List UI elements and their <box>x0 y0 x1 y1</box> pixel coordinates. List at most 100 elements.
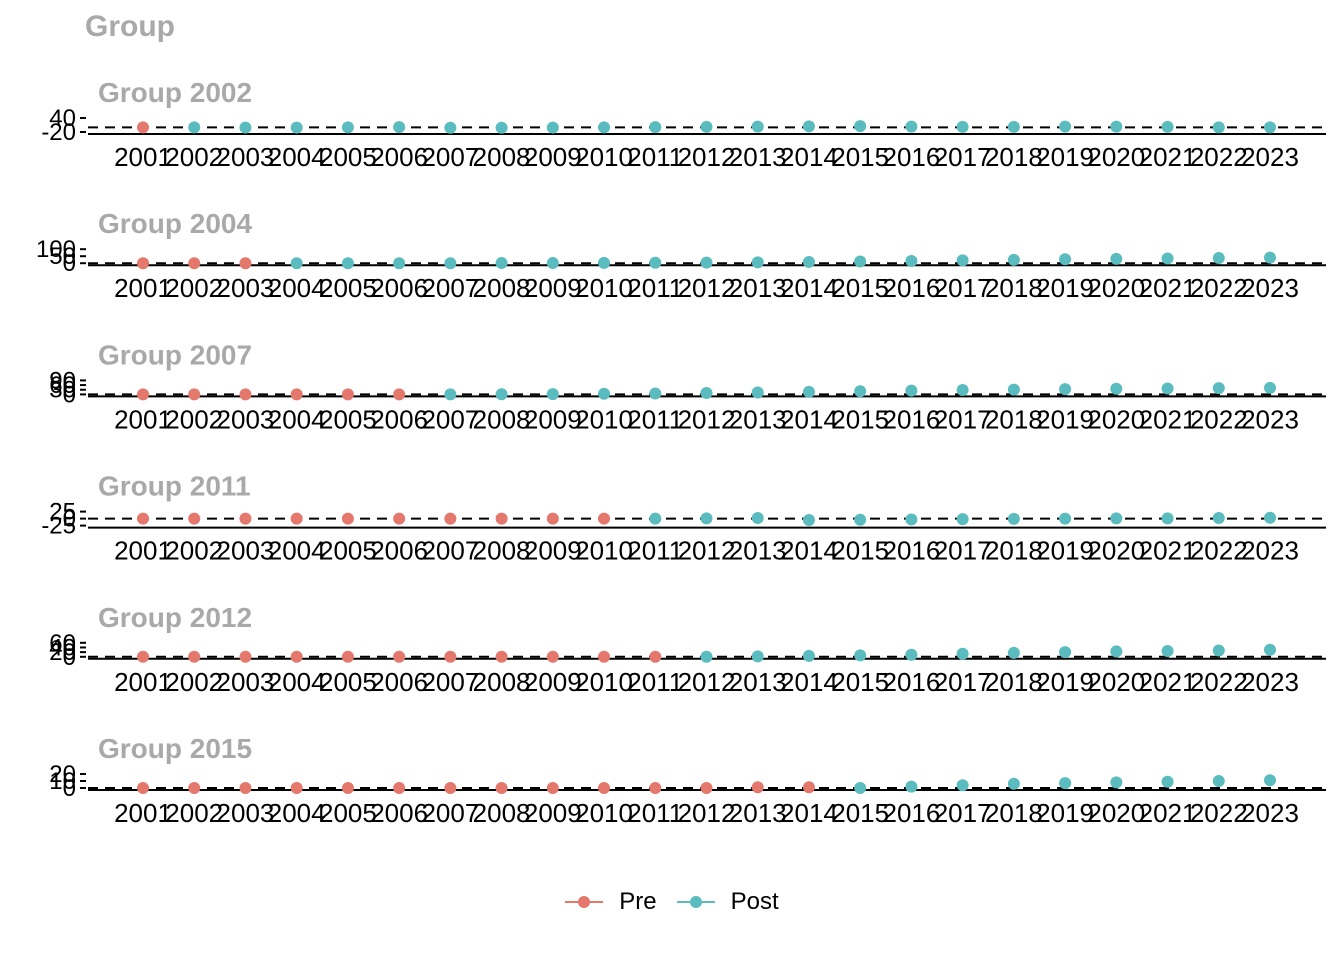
data-point <box>290 121 303 134</box>
x-tick-label: 2023 <box>1241 798 1299 828</box>
x-tick-label: 2010 <box>575 667 633 697</box>
data-point <box>598 650 611 663</box>
data-point <box>188 388 201 401</box>
x-tick-label: 2010 <box>575 142 633 172</box>
x-tick-label: 2018 <box>985 404 1043 434</box>
data-point <box>854 385 867 398</box>
x-tick-label: 2001 <box>114 142 172 172</box>
panel-title: Group 2002 <box>98 77 252 108</box>
data-point <box>137 121 149 134</box>
data-point <box>1264 251 1276 264</box>
y-tick-label: 50 <box>49 243 76 270</box>
data-point <box>239 512 252 525</box>
data-point <box>290 650 303 663</box>
data-point <box>341 782 354 794</box>
data-point <box>649 650 662 663</box>
y-tick-label: 0 <box>63 644 76 671</box>
x-tick-label: 2008 <box>473 404 531 434</box>
x-tick-label: 2023 <box>1241 404 1299 434</box>
x-tick-label: 2004 <box>268 404 326 434</box>
data-point <box>1110 252 1123 265</box>
data-point <box>1264 381 1276 394</box>
x-tick-label: 2005 <box>319 798 377 828</box>
data-point <box>393 121 406 134</box>
data-point <box>239 257 252 270</box>
x-tick-label: 2002 <box>165 536 223 566</box>
data-point <box>700 782 713 794</box>
data-point <box>905 120 918 133</box>
data-point <box>495 782 508 794</box>
x-tick-label: 2005 <box>319 142 377 172</box>
legend-key-post <box>676 892 715 912</box>
x-tick-label: 2014 <box>780 798 838 828</box>
data-point <box>1007 120 1020 133</box>
data-point <box>1264 643 1276 656</box>
x-tick-label: 2001 <box>114 798 172 828</box>
data-point <box>393 650 406 663</box>
data-point <box>1161 252 1174 265</box>
data-point <box>1212 512 1225 525</box>
data-point <box>598 512 611 525</box>
x-tick-label: 2013 <box>729 536 787 566</box>
x-tick-label: 2004 <box>268 798 326 828</box>
data-point <box>854 782 867 794</box>
x-tick-label: 2007 <box>421 798 479 828</box>
data-point <box>854 120 867 133</box>
data-point <box>854 649 867 662</box>
data-point <box>188 257 201 270</box>
x-tick-label: 2003 <box>217 404 275 434</box>
x-tick-label: 2016 <box>882 273 940 303</box>
data-point <box>1059 646 1072 659</box>
x-tick-label: 2010 <box>575 404 633 434</box>
x-tick-label: 2009 <box>524 273 582 303</box>
data-point <box>1007 383 1020 396</box>
data-point <box>649 256 662 269</box>
data-point <box>341 257 354 270</box>
panel-3: Group 2007030609020012002200320042005200… <box>49 339 1326 434</box>
data-point <box>854 513 867 526</box>
data-point <box>444 512 457 525</box>
x-tick-label: 2012 <box>678 536 736 566</box>
data-point <box>1110 382 1123 395</box>
x-tick-label: 2012 <box>678 667 736 697</box>
x-tick-label: 2007 <box>421 536 479 566</box>
y-tick-label: 20 <box>49 639 76 666</box>
data-point <box>137 782 149 794</box>
x-tick-label: 2006 <box>370 404 428 434</box>
x-tick-label: 2011 <box>627 404 683 434</box>
data-point <box>1212 775 1225 787</box>
data-point <box>444 650 457 663</box>
legend-item-pre: Pre <box>565 888 657 916</box>
data-point <box>290 782 303 794</box>
x-tick-label: 2014 <box>780 142 838 172</box>
data-point <box>444 388 457 401</box>
x-tick-label: 2020 <box>1087 273 1145 303</box>
x-tick-label: 2003 <box>217 273 275 303</box>
x-tick-label: 2022 <box>1190 273 1248 303</box>
data-point <box>137 650 149 663</box>
x-tick-label: 2015 <box>831 142 889 172</box>
x-tick-label: 2009 <box>524 667 582 697</box>
data-point <box>700 650 713 663</box>
x-tick-label: 2018 <box>985 273 1043 303</box>
data-point <box>1059 512 1072 525</box>
x-tick-label: 2009 <box>524 404 582 434</box>
y-tick-label: -25 <box>41 513 76 540</box>
panel-title: Group 2007 <box>98 339 252 370</box>
x-tick-label: 2018 <box>985 142 1043 172</box>
x-tick-label: 2007 <box>421 273 479 303</box>
data-point <box>598 121 611 134</box>
x-tick-label: 2011 <box>627 798 683 828</box>
data-point <box>495 388 508 401</box>
x-tick-label: 2016 <box>882 142 940 172</box>
x-tick-label: 2017 <box>934 142 992 172</box>
x-tick-label: 2018 <box>985 536 1043 566</box>
x-tick-label: 2008 <box>473 798 531 828</box>
data-point <box>751 512 764 525</box>
data-point <box>546 121 559 134</box>
data-point <box>495 257 508 270</box>
x-tick-label: 2005 <box>319 536 377 566</box>
x-tick-label: 2004 <box>268 273 326 303</box>
